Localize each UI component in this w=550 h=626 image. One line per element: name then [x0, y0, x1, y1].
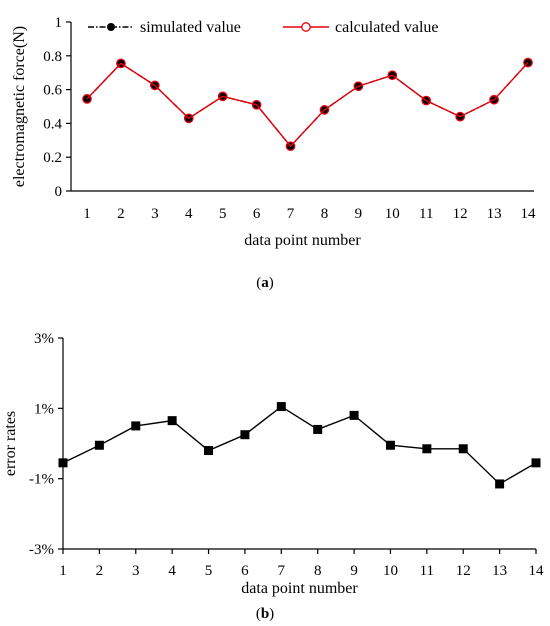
x-tick-label: 8	[314, 563, 322, 579]
data-point	[149, 80, 160, 91]
x-tick-label: 8	[321, 206, 329, 222]
data-point	[240, 430, 250, 440]
x-tick-label: 14	[521, 206, 537, 222]
panel-label: (b)	[256, 606, 274, 622]
data-point	[276, 402, 286, 412]
x-tick-label: 7	[278, 563, 286, 579]
x-tick-label: 11	[420, 563, 434, 579]
data-point	[82, 94, 92, 104]
y-tick-label: 0	[55, 184, 63, 200]
x-tick-label: 10	[385, 206, 400, 222]
data-point	[204, 446, 214, 456]
x-tick-label: 1	[59, 563, 67, 579]
data-point	[523, 57, 533, 68]
panel-label: (a)	[256, 275, 274, 291]
data-point	[531, 458, 541, 468]
legend-marker-2	[301, 22, 311, 32]
x-tick-label: 9	[350, 563, 358, 579]
x-tick-label: 3	[132, 563, 140, 579]
x-tick-label: 1	[83, 206, 91, 222]
x-tick-label: 10	[383, 563, 398, 579]
y-tick-label: 0.8	[43, 49, 62, 65]
data-point	[489, 94, 499, 105]
data-point	[353, 81, 364, 92]
x-tick-label: 2	[96, 563, 104, 579]
data-point	[131, 421, 141, 431]
x-tick-label: 12	[453, 206, 468, 222]
data-point	[422, 444, 432, 454]
y-tick-label: 0.6	[43, 83, 62, 99]
y-tick-label: 0.4	[43, 116, 62, 132]
y-axis-title: electromagnetic force(N)	[11, 26, 28, 187]
data-point	[349, 410, 359, 420]
data-point	[167, 416, 177, 426]
data-point	[94, 440, 104, 450]
data-point	[455, 111, 466, 122]
data-point	[313, 424, 323, 434]
y-tick-label: 3%	[34, 331, 54, 347]
legend-label-1: simulated value	[140, 19, 241, 36]
data-point	[116, 58, 126, 69]
x-tick-label: 13	[487, 206, 502, 222]
x-tick-label: 5	[219, 206, 227, 222]
y-tick-label: 1	[55, 15, 63, 31]
x-axis-title: data point number	[241, 580, 358, 597]
x-axis-title: data point number	[244, 232, 361, 249]
x-tick-label: 4	[168, 563, 176, 579]
x-tick-label: 12	[456, 563, 471, 579]
x-tick-label: 9	[355, 206, 363, 222]
x-tick-label: 11	[419, 206, 433, 222]
x-tick-label: 14	[529, 563, 545, 579]
data-point	[183, 113, 194, 124]
y-tick-label: 0.2	[43, 150, 62, 166]
data-point	[495, 479, 505, 489]
data-point	[421, 95, 432, 106]
x-tick-label: 3	[151, 206, 159, 222]
y-tick-label: -3%	[29, 542, 54, 558]
x-tick-label: 13	[492, 563, 507, 579]
y-axis-title: error rates	[2, 411, 19, 476]
y-tick-label: -1%	[29, 472, 54, 488]
series-line-2	[86, 62, 529, 148]
legend-marker-1	[107, 23, 115, 31]
series-line-1	[86, 62, 529, 148]
x-tick-label: 2	[117, 206, 125, 222]
x-tick-label: 7	[287, 206, 295, 222]
x-tick-label: 6	[241, 563, 249, 579]
data-point	[251, 99, 262, 110]
legend-label-2: calculated value	[335, 19, 439, 36]
x-tick-label: 4	[185, 206, 193, 222]
data-point	[58, 458, 68, 468]
data-point	[319, 105, 330, 115]
data-point	[285, 141, 296, 152]
x-tick-label: 6	[253, 206, 261, 222]
data-point	[217, 91, 228, 102]
data-point	[458, 444, 468, 454]
y-tick-label: 1%	[34, 401, 54, 417]
data-point	[385, 440, 395, 450]
x-tick-label: 5	[205, 563, 213, 579]
data-point	[387, 70, 398, 81]
series-line-1	[62, 405, 537, 485]
